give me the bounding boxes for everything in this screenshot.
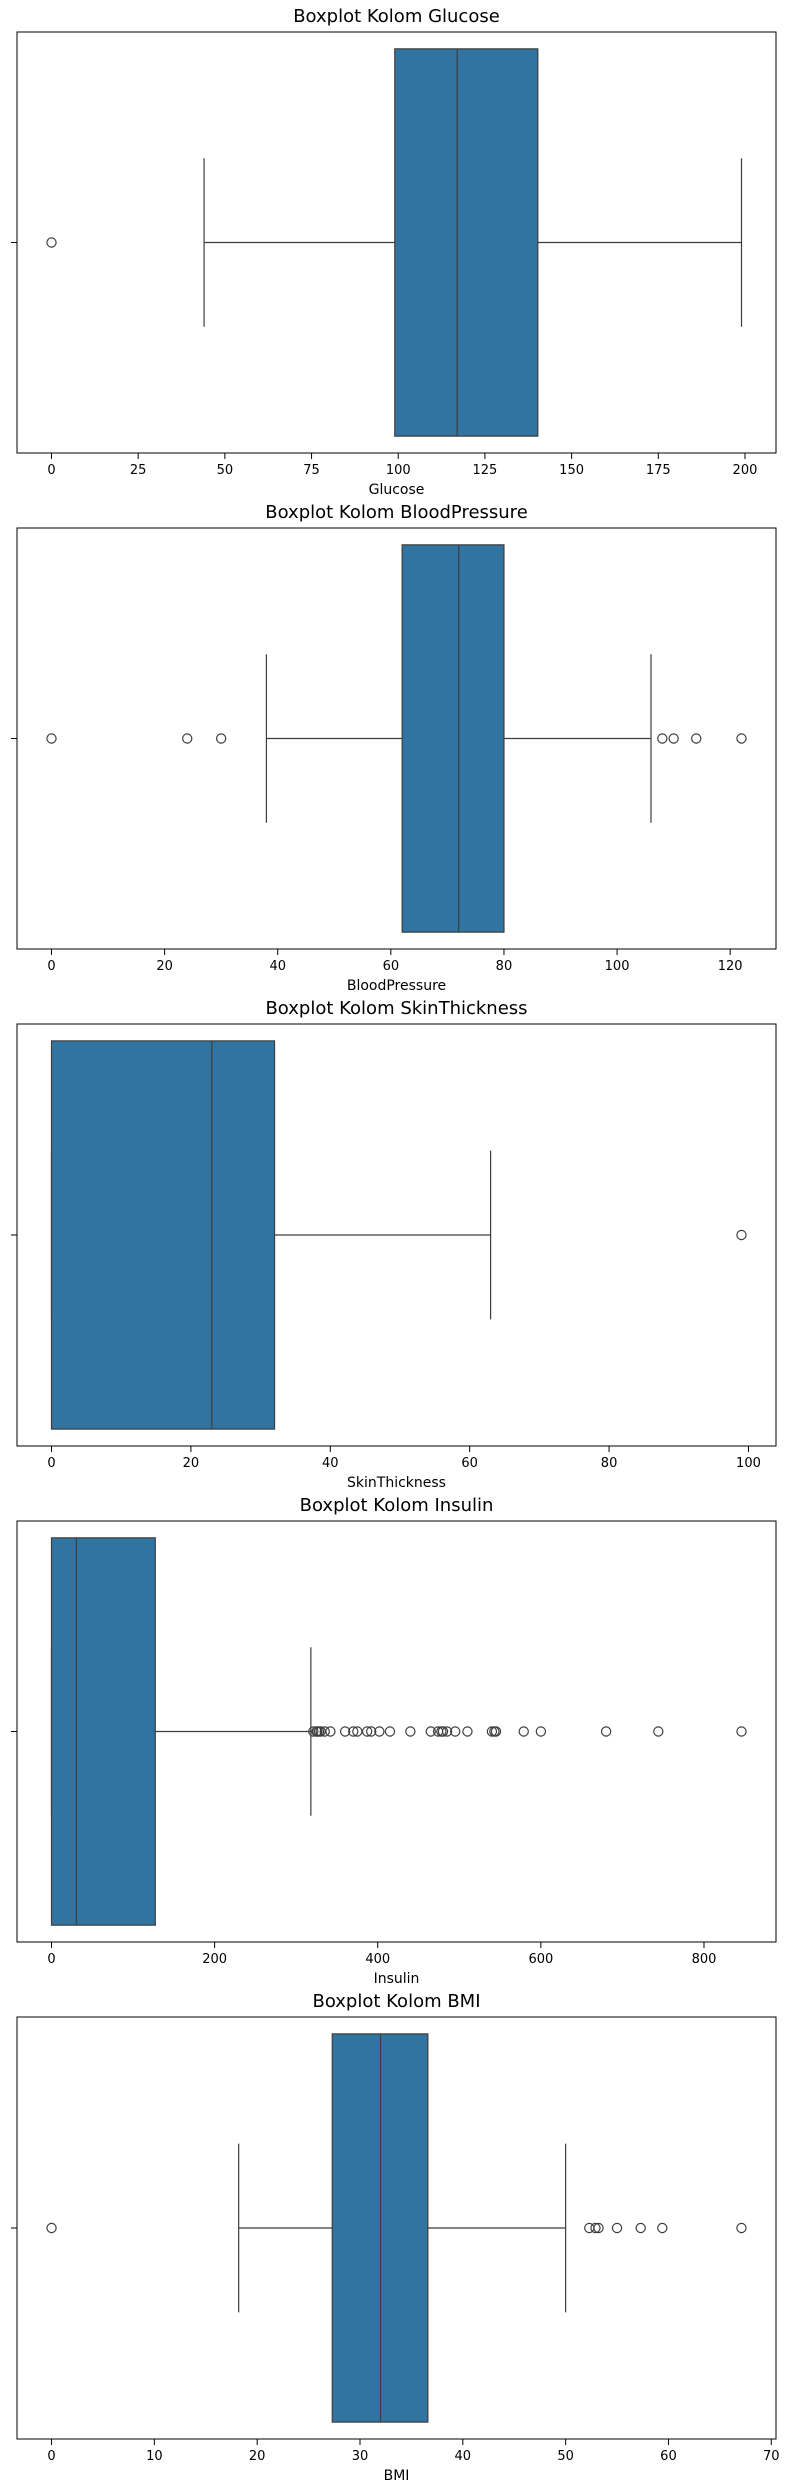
chart-title: Boxplot Kolom SkinThickness (265, 998, 527, 1019)
outlier-point (450, 1726, 461, 1737)
x-tick-label: 40 (455, 2449, 472, 2464)
x-axis-label: BMI (384, 2468, 410, 2484)
outlier-point (405, 1726, 416, 1737)
x-tick-label: 60 (660, 2449, 677, 2464)
chart-panel: Boxplot Kolom Insulin 0 200 400 600 800 Insuli… (11, 1495, 777, 1987)
x-tick-label: 75 (303, 463, 320, 478)
x-tick-label: 800 (692, 1952, 717, 1967)
outlier-point (46, 733, 57, 744)
x-tick-label: 80 (496, 959, 513, 974)
x-tick-label: 40 (269, 959, 286, 974)
x-tick-label: 60 (383, 959, 400, 974)
outlier-point (657, 2222, 668, 2234)
x-tick-label: 20 (156, 959, 173, 974)
outlier-point (736, 2222, 747, 2234)
outlier-point (46, 2222, 57, 2234)
outlier-point (736, 1726, 747, 1737)
x-tick-label: 80 (601, 1456, 618, 1471)
iqr-box (394, 48, 539, 437)
chart-title: Boxplot Kolom Insulin (300, 1495, 494, 1516)
x-tick-label: 20 (183, 1456, 200, 1471)
outlier-point (46, 237, 57, 248)
chart-panel: Boxplot Kolom Glucose 0 25 50 75 100 125 150 175… (11, 6, 777, 498)
x-tick-label: 0 (47, 1456, 55, 1471)
outlier-point (425, 1726, 436, 1737)
iqr-box (50, 1040, 276, 1430)
outlier-point (691, 733, 702, 744)
outlier-point (635, 2222, 646, 2234)
chart-title: Boxplot Kolom Glucose (293, 6, 500, 27)
chart-title: Boxplot Kolom BloodPressure (265, 502, 528, 523)
x-tick-label: 120 (718, 959, 743, 974)
outlier-point (366, 1726, 377, 1737)
x-tick-label: 100 (736, 1456, 761, 1471)
x-axis-label: Insulin (374, 1971, 420, 1987)
outlier-point (668, 733, 679, 744)
outlier-point (611, 2222, 623, 2234)
outlier-point (590, 2222, 601, 2234)
outlier-point (462, 1726, 473, 1737)
outlier-point (374, 1726, 385, 1737)
outlier-point (215, 733, 227, 744)
chart-title: Boxplot Kolom BMI (312, 1991, 480, 2012)
x-tick-label: 25 (130, 463, 147, 478)
x-tick-label: 125 (473, 463, 498, 478)
x-tick-label: 200 (733, 463, 758, 478)
x-tick-label: 40 (322, 1456, 339, 1471)
x-tick-label: 70 (763, 2449, 780, 2464)
iqr-box (401, 544, 505, 933)
x-axis-label: BloodPressure (347, 978, 446, 994)
outlier-point (736, 1229, 747, 1241)
outlier-point (490, 1726, 502, 1737)
outlier-point (653, 1726, 664, 1737)
chart-panel: Boxplot Kolom BMI 0 10 20 30 40 50 60 70 BMI (11, 1991, 780, 2484)
x-tick-label: 400 (365, 1952, 390, 1967)
outlier-point (593, 2222, 604, 2234)
x-tick-label: 0 (47, 2449, 55, 2464)
x-axis-label: SkinThickness (347, 1475, 446, 1491)
outlier-point (348, 1726, 359, 1737)
outlier-point (535, 1726, 547, 1737)
outlier-point (325, 1726, 336, 1737)
x-tick-label: 60 (461, 1456, 478, 1471)
x-tick-label: 0 (47, 463, 55, 478)
x-tick-label: 0 (47, 959, 55, 974)
x-tick-label: 20 (249, 2449, 266, 2464)
outlier-point (518, 1726, 529, 1737)
outlier-point (600, 1726, 612, 1737)
x-tick-label: 150 (559, 463, 584, 478)
outlier-point (657, 733, 668, 744)
x-tick-label: 50 (217, 463, 234, 478)
chart-panel: Boxplot Kolom BloodPressure 0 20 40 60 80 100 1… (11, 502, 777, 994)
outlier-point (339, 1726, 351, 1737)
x-tick-label: 10 (146, 2449, 163, 2464)
outlier-point (319, 1726, 330, 1737)
x-tick-label: 0 (47, 1952, 55, 1967)
x-tick-label: 600 (528, 1952, 553, 1967)
outlier-point (361, 1726, 373, 1737)
chart-panel: Boxplot Kolom SkinThickness 0 20 40 60 80 100 S… (11, 998, 777, 1491)
outlier-point (437, 1726, 449, 1737)
x-axis-label: Glucose (369, 482, 425, 498)
x-tick-label: 175 (646, 463, 671, 478)
x-tick-label: 100 (605, 959, 630, 974)
outlier-point (441, 1726, 453, 1737)
x-tick-label: 50 (557, 2449, 574, 2464)
outlier-point (486, 1726, 498, 1737)
outlier-point (736, 733, 747, 744)
x-tick-label: 200 (202, 1952, 227, 1967)
outlier-point (308, 1726, 319, 1737)
iqr-box (50, 1537, 156, 1926)
x-tick-label: 30 (352, 2449, 369, 2464)
outlier-point (182, 733, 193, 744)
x-tick-label: 100 (386, 463, 411, 478)
outlier-point (384, 1726, 396, 1737)
